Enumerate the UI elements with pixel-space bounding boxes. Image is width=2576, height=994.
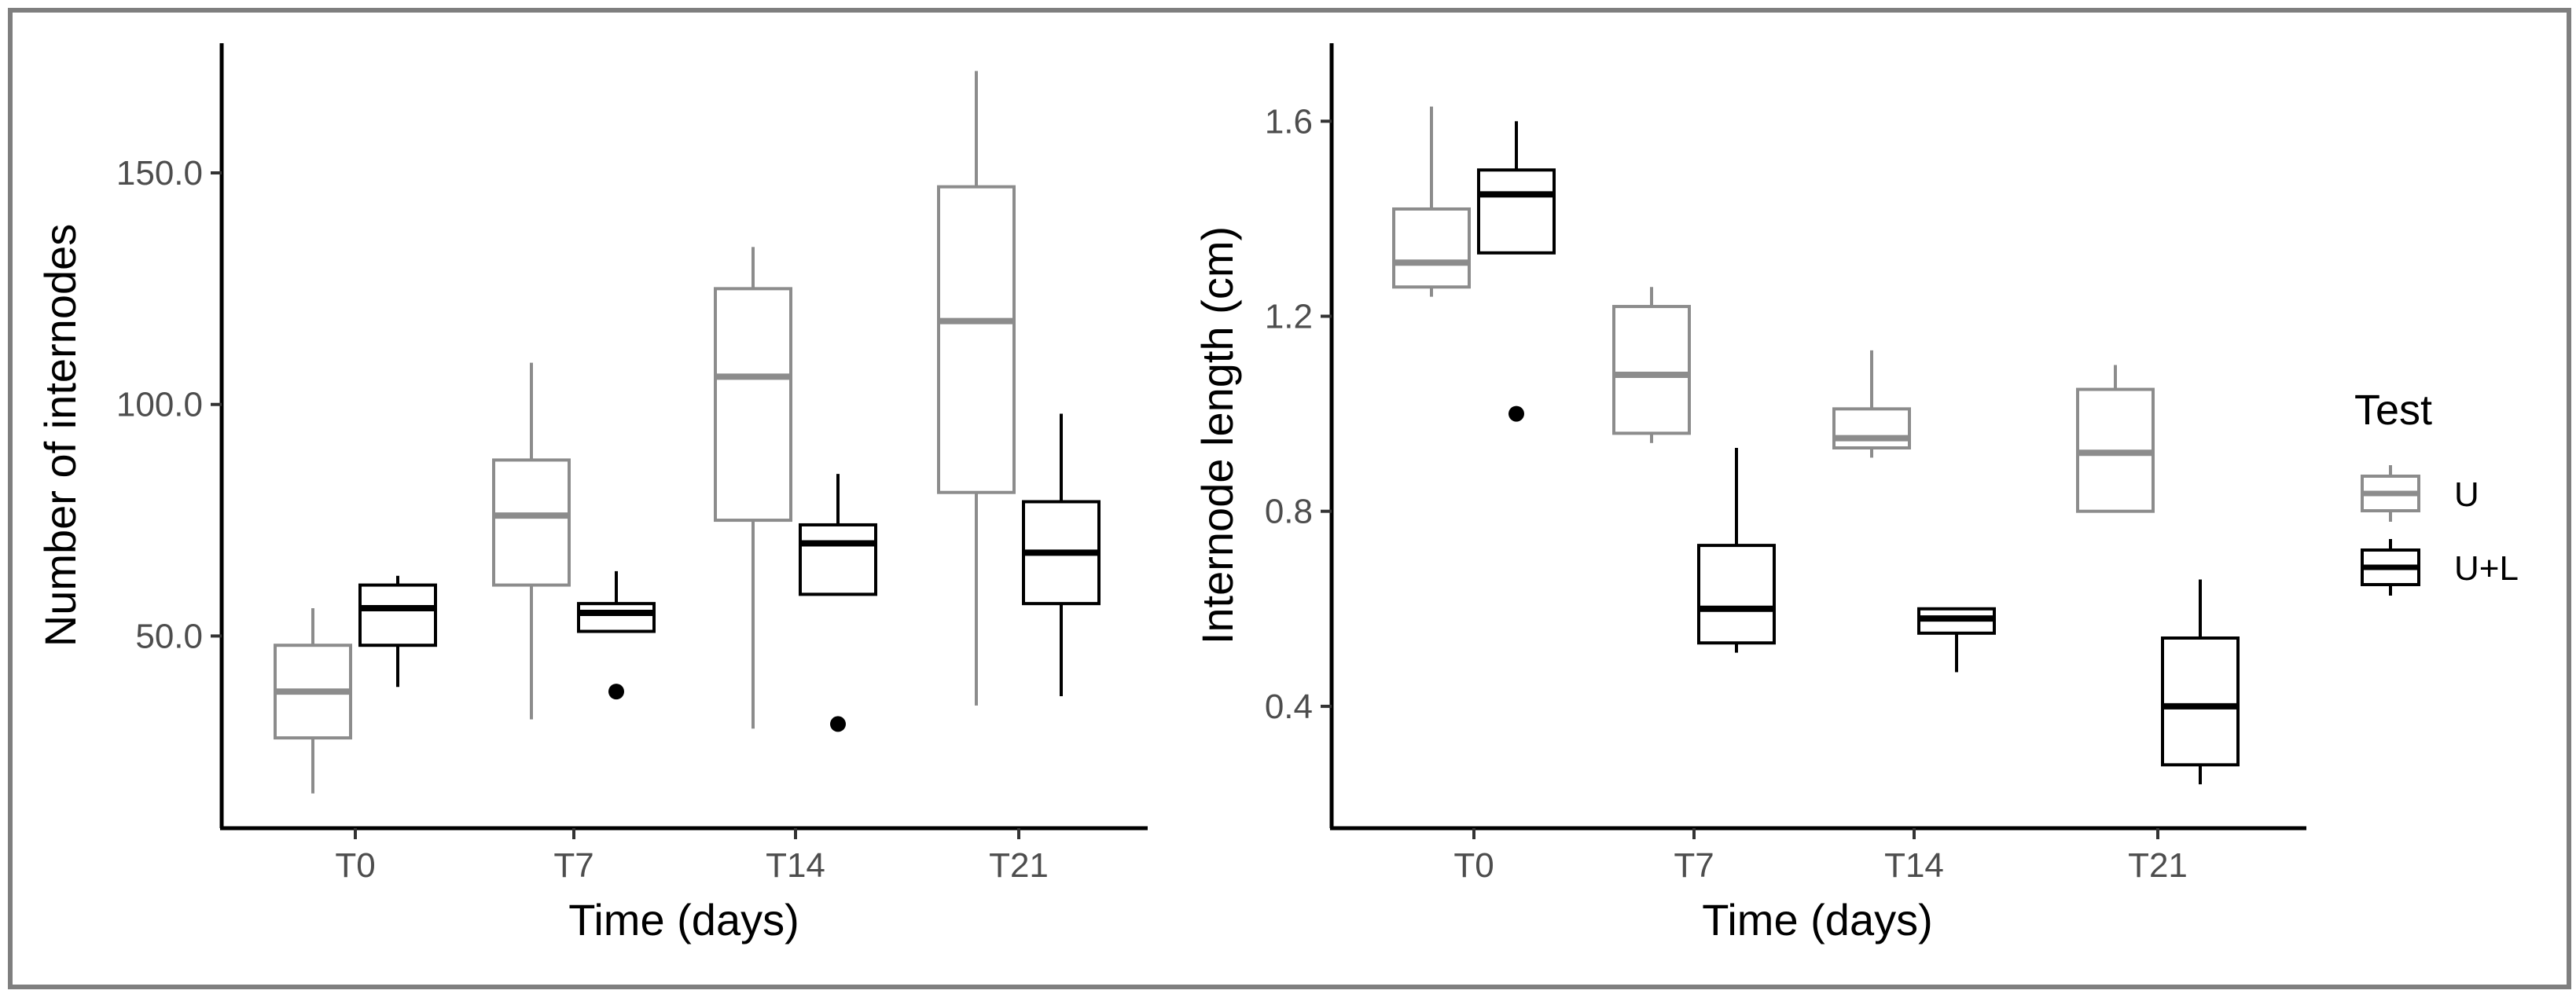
panel-internode-length: Time (days) Internode length (cm) 0.4 0.8… [1192,43,2306,944]
box-iqr [799,523,877,596]
y-axis-title: Internode length (cm) [1192,226,1242,644]
legend-label: U+L [2454,549,2519,588]
x-tick-label: T7 [1674,846,1714,885]
box-iqr [714,287,792,523]
box-iqr [492,458,571,587]
box-iqr [1477,168,1556,255]
y-tick-label: 1.6 [1265,102,1313,141]
legend-label: U [2454,475,2479,514]
x-tick-label: T21 [989,846,1049,885]
x-tick-label: T14 [766,846,825,885]
box-iqr [1697,544,1776,645]
outlier-point [1508,405,1524,422]
box-iqr [1612,305,1691,435]
legend: Test U U+L [2354,387,2519,596]
y-tick-label: 100.0 [116,386,203,424]
legend-title: Test [2354,387,2432,434]
panel-number-of-internodes: Time (days) Number of internodes 50.0 100… [35,43,1148,944]
outlier-point [608,684,624,700]
y-tick-label: 50.0 [135,617,203,655]
y-tick-label: 150.0 [116,154,203,193]
x-tick-label: T0 [1453,846,1494,885]
y-tick-label: 0.4 [1265,688,1313,726]
x-tick-label: T0 [335,846,375,885]
box-iqr [358,583,437,647]
x-tick-label: T7 [553,846,593,885]
box-iqr [937,185,1016,494]
box-iqr [2161,636,2240,767]
x-tick-label: T21 [2128,846,2188,885]
y-tick-label: 1.2 [1265,297,1313,336]
x-axis-title: Time (days) [568,895,799,944]
y-axis-title: Number of internodes [35,224,85,647]
x-axis-title: Time (days) [1702,895,1933,944]
outlier-point [830,716,846,732]
x-tick-label: T14 [1884,846,1944,885]
y-tick-label: 0.8 [1265,493,1313,531]
box-iqr [577,602,656,633]
box-iqr [1832,407,1911,450]
box-iqr [1392,207,1471,289]
